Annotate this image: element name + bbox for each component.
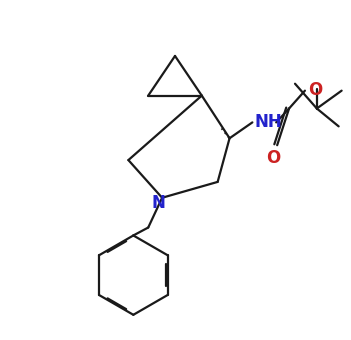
Text: O: O — [266, 149, 280, 167]
Text: O: O — [308, 81, 322, 99]
Text: NH: NH — [254, 114, 282, 131]
Text: N: N — [151, 194, 165, 212]
